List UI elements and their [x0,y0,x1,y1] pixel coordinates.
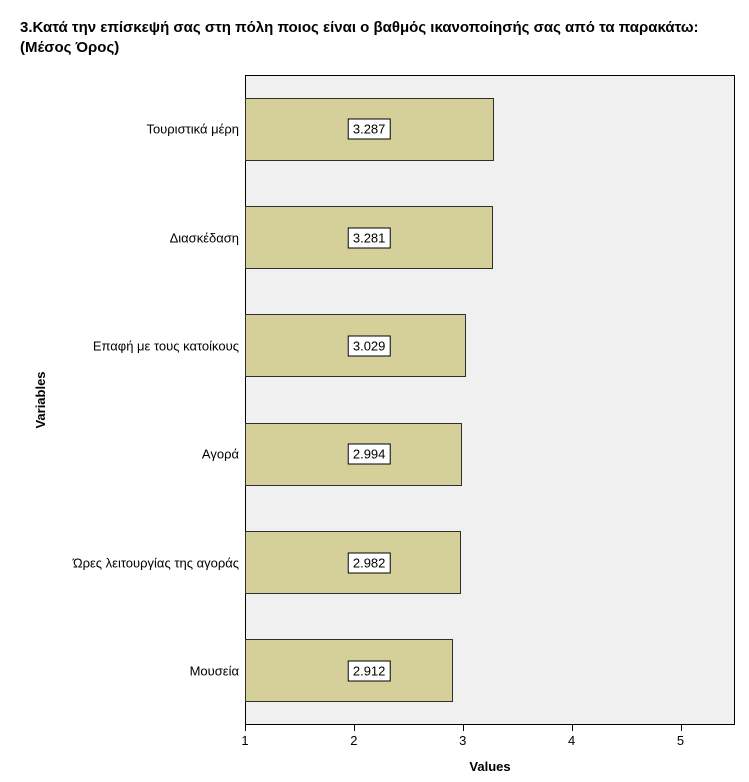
plot-area [245,75,735,725]
x-tick-mark [245,725,246,731]
bar-value-label: 2.994 [348,444,391,465]
bar-value-label: 2.912 [348,660,391,681]
chart-title: 3.Κατά την επίσκεψή σας στη πόλη ποιος ε… [20,18,729,57]
x-tick-mark [463,725,464,731]
x-tick-mark [354,725,355,731]
bar-value-label: 3.281 [348,227,391,248]
x-tick-label: 4 [568,733,575,748]
y-tick-label: Επαφή με τους κατοίκους [93,338,239,353]
y-axis-label: Variables [33,371,48,428]
bar-value-label: 3.029 [348,335,391,356]
y-tick-label: Ώρες λειτουργίας της αγοράς [73,555,239,570]
y-tick-label: Αγορά [202,447,239,462]
y-tick-label: Μουσεία [190,663,239,678]
x-axis-label: Values [469,759,510,774]
y-tick-label: Διασκέδαση [170,230,239,245]
x-tick-label: 1 [241,733,248,748]
x-tick-mark [681,725,682,731]
y-tick-label: Τουριστικά μέρη [146,122,239,137]
x-tick-label: 2 [350,733,357,748]
chart-container: 3.Κατά την επίσκεψή σας στη πόλη ποιος ε… [0,0,749,782]
x-tick-label: 3 [459,733,466,748]
x-tick-mark [572,725,573,731]
bar-value-label: 2.982 [348,552,391,573]
x-tick-label: 5 [677,733,684,748]
bar-value-label: 3.287 [348,119,391,140]
